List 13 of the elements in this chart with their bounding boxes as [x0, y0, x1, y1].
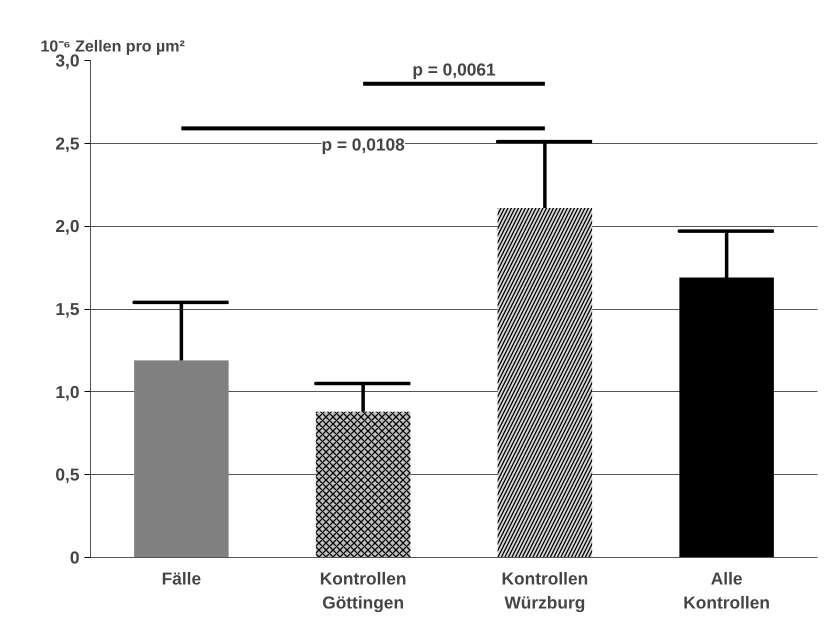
x-tick-label: Fälle — [162, 568, 202, 588]
y-tick-label: 2,0 — [55, 216, 80, 236]
annotation: p = 0,0061 — [412, 60, 496, 80]
y-tick-label: 1,0 — [55, 382, 80, 402]
annotation: p = 0,0108 — [321, 134, 406, 154]
y-tick-label: 0,5 — [55, 464, 80, 485]
y-tick-label: 1,5 — [55, 299, 80, 319]
x-tick-label: Alle Kontrollen — [683, 568, 770, 612]
bar — [134, 360, 229, 558]
y-tick-label: 0 — [70, 548, 80, 568]
x-tick-label: Kontrollen Würzburg — [502, 568, 588, 612]
x-tick-label: Kontrollen Göttingen — [320, 568, 406, 612]
y-tick-label: 2,5 — [55, 133, 80, 154]
